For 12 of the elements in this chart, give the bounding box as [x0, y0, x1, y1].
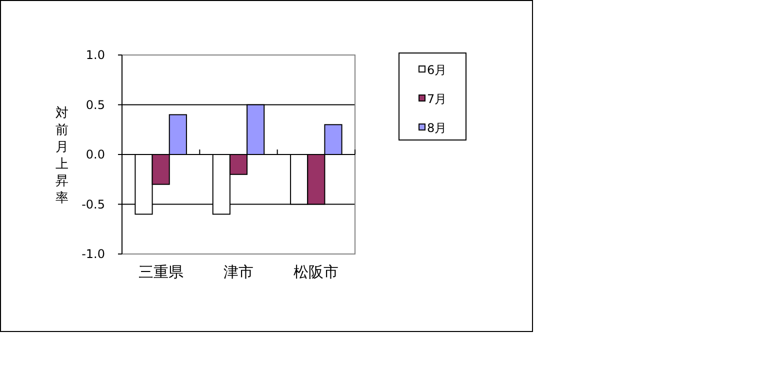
y-tick-label: 1.0 [86, 48, 105, 62]
legend-label: 6月 [427, 63, 447, 77]
y-tick-label: -0.5 [82, 197, 105, 212]
x-tick-label: 津市 [224, 263, 254, 281]
x-tick-label: 三重県 [138, 263, 184, 281]
y-axis-title: 対前月上昇率 [56, 105, 68, 206]
y-tick-label: 0.5 [86, 98, 105, 112]
y-tick-label: 0.0 [86, 148, 105, 162]
legend-label: 8月 [427, 121, 447, 135]
x-tick-label: 松阪市 [294, 263, 339, 281]
y-tick-label: -1.0 [82, 247, 105, 261]
legend-label: 7月 [427, 92, 447, 106]
